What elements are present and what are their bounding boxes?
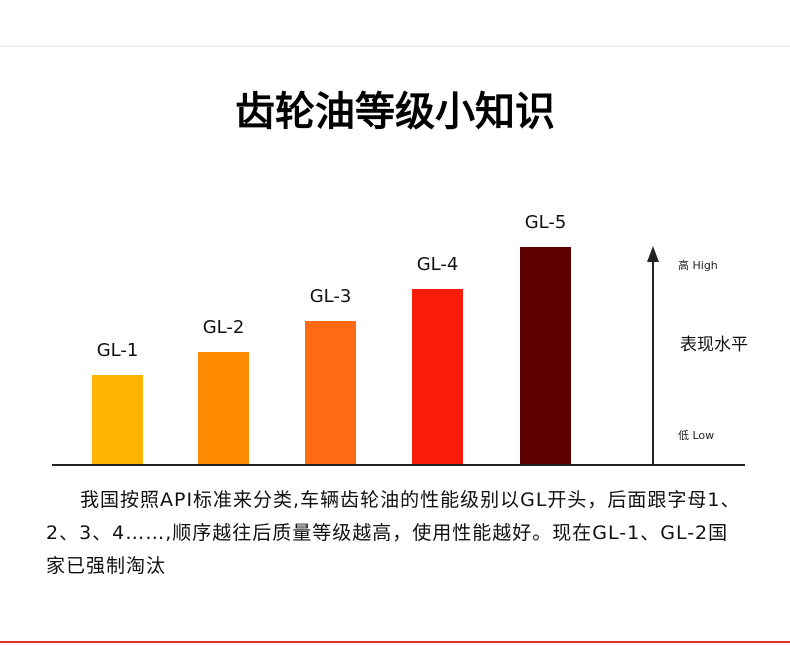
- bar: [92, 375, 143, 464]
- bar: [198, 352, 249, 464]
- axis-label: 表现水平: [680, 335, 748, 355]
- arrow-head: [647, 246, 659, 262]
- bar: [305, 321, 356, 464]
- bar-label: GL-4: [417, 254, 459, 275]
- bar-label: GL-5: [525, 212, 567, 233]
- description: 我国按照API标准来分类,车辆齿轮油的性能级别以GL开头，后面跟字母1、2、3、…: [46, 489, 741, 577]
- bar: [412, 289, 463, 464]
- bar: [520, 247, 571, 464]
- bar-label: GL-2: [203, 317, 245, 338]
- axis-low: 低 Low: [678, 429, 714, 442]
- bar-label: GL-3: [310, 286, 352, 307]
- axis-high: 高 High: [678, 258, 718, 272]
- bar-label: GL-1: [97, 340, 139, 361]
- chart-title: 齿轮油等级小知识: [235, 89, 555, 135]
